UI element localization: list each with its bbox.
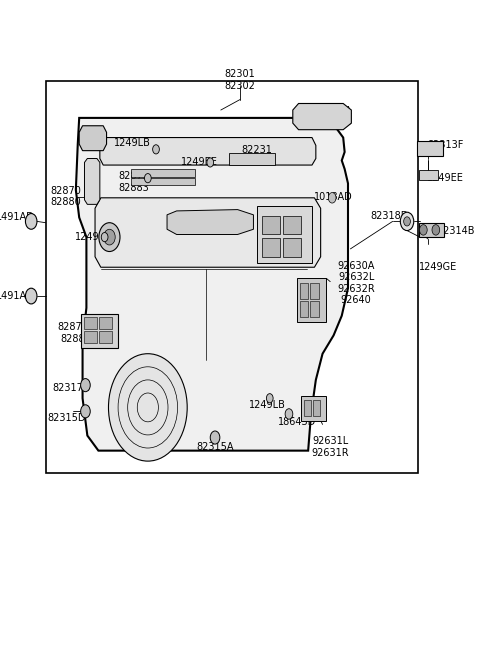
- Bar: [417, 141, 443, 156]
- Bar: [304, 400, 311, 416]
- Bar: [310, 301, 319, 317]
- Text: 82315A: 82315A: [196, 441, 234, 452]
- Circle shape: [108, 354, 187, 461]
- Bar: [419, 223, 444, 237]
- Bar: [310, 283, 319, 299]
- Text: 18643D: 18643D: [277, 417, 316, 428]
- Bar: [84, 331, 97, 343]
- Text: 82301
82302: 82301 82302: [225, 69, 255, 90]
- Bar: [84, 317, 97, 329]
- Circle shape: [81, 405, 90, 418]
- Circle shape: [328, 193, 336, 203]
- Text: 1249LB: 1249LB: [75, 232, 112, 242]
- Circle shape: [207, 158, 214, 167]
- Text: 1018AD: 1018AD: [314, 191, 353, 202]
- Text: 82873
82883: 82873 82883: [118, 172, 149, 193]
- Text: 82318D: 82318D: [371, 211, 409, 221]
- Text: 1249GE: 1249GE: [419, 262, 457, 272]
- Text: 82382A
82382B: 82382A 82382B: [315, 106, 352, 127]
- Text: 92630A
92632L
92632R
92640: 92630A 92632L 92632R 92640: [337, 261, 375, 305]
- Bar: [99, 331, 112, 343]
- Bar: [46, 81, 418, 473]
- Text: 1249EE: 1249EE: [427, 173, 464, 183]
- Circle shape: [400, 212, 414, 231]
- Bar: [229, 153, 275, 165]
- Circle shape: [81, 379, 90, 392]
- Circle shape: [144, 174, 151, 183]
- Bar: [131, 178, 195, 185]
- Bar: [300, 301, 308, 317]
- Circle shape: [266, 394, 273, 403]
- Text: 82315D: 82315D: [47, 413, 85, 423]
- Polygon shape: [76, 118, 348, 451]
- Text: 82314B: 82314B: [437, 225, 475, 236]
- Bar: [313, 400, 320, 416]
- Circle shape: [25, 214, 37, 229]
- Polygon shape: [167, 210, 253, 234]
- Bar: [301, 396, 326, 421]
- Polygon shape: [79, 126, 107, 151]
- Bar: [283, 216, 301, 234]
- Bar: [81, 314, 118, 348]
- Text: 82874A
82884: 82874A 82884: [57, 322, 95, 343]
- Bar: [300, 283, 308, 299]
- Text: 1249EE: 1249EE: [181, 157, 217, 168]
- Circle shape: [101, 233, 108, 242]
- Polygon shape: [84, 159, 100, 204]
- Text: 1491AD: 1491AD: [0, 212, 35, 223]
- Circle shape: [99, 223, 120, 252]
- Circle shape: [25, 288, 37, 304]
- Circle shape: [420, 225, 427, 235]
- Polygon shape: [293, 103, 351, 130]
- Text: 82231
82241: 82231 82241: [241, 145, 272, 166]
- Circle shape: [432, 225, 440, 235]
- Text: 82313F: 82313F: [427, 140, 464, 151]
- Bar: [419, 170, 438, 180]
- Text: 82870
82880: 82870 82880: [51, 186, 82, 207]
- Bar: [99, 317, 112, 329]
- Circle shape: [210, 431, 220, 444]
- Circle shape: [153, 145, 159, 154]
- Bar: [283, 238, 301, 257]
- Bar: [262, 238, 280, 257]
- Circle shape: [285, 409, 293, 419]
- Polygon shape: [100, 138, 316, 165]
- Bar: [262, 216, 280, 234]
- Circle shape: [404, 217, 410, 226]
- Text: 1249LB: 1249LB: [250, 400, 286, 410]
- Circle shape: [104, 229, 115, 245]
- Bar: [297, 278, 326, 322]
- Bar: [131, 169, 195, 177]
- Text: 92631L
92631R: 92631L 92631R: [312, 436, 349, 457]
- Text: 82317C: 82317C: [52, 383, 90, 393]
- Text: 1491AB: 1491AB: [0, 291, 34, 301]
- Polygon shape: [95, 198, 321, 267]
- Text: 1249LB: 1249LB: [114, 138, 150, 148]
- Bar: [257, 206, 312, 263]
